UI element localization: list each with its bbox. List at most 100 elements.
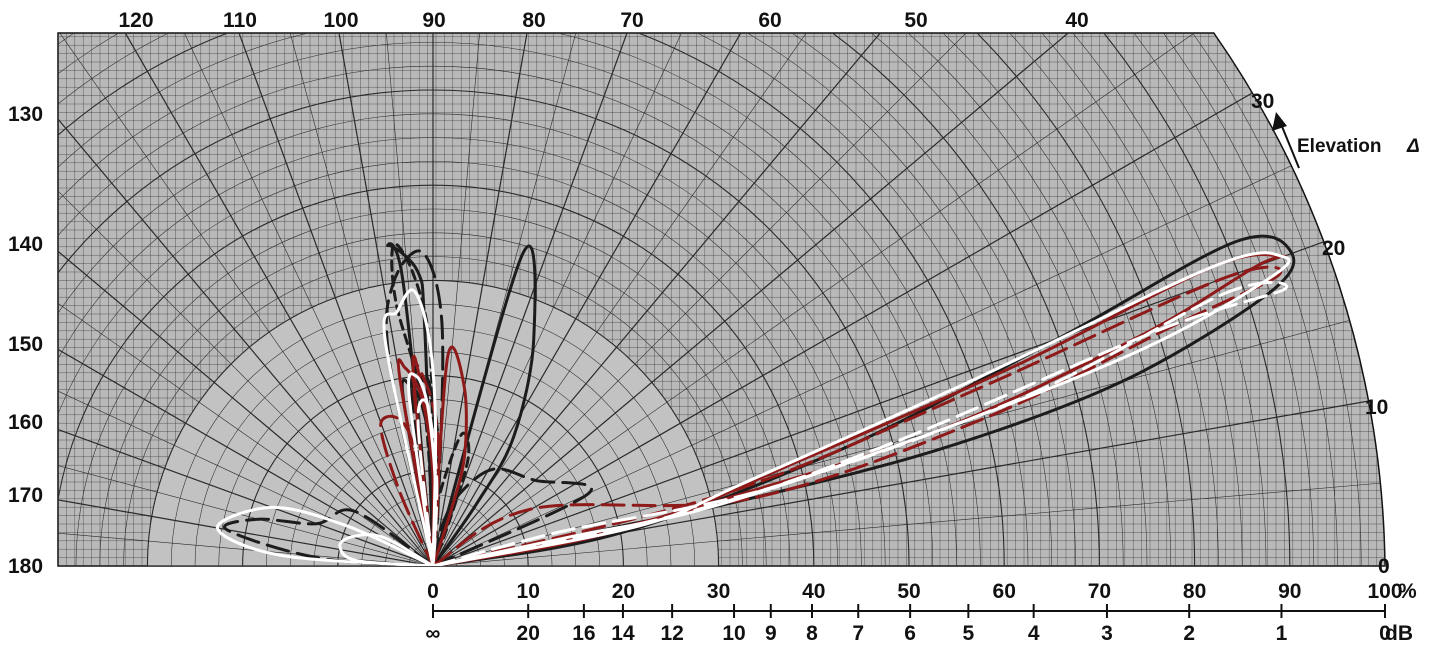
top-tick-label: 110	[223, 9, 257, 32]
grid-spoke	[432, 33, 550, 566]
elevation-arrow-head	[1272, 112, 1287, 131]
elevation-arrow-shaft	[1280, 123, 1300, 169]
top-tick-label: 100	[323, 9, 358, 32]
db-tick-label: 16	[572, 622, 595, 645]
relative-tick-label: 0	[427, 580, 439, 603]
relative-unit: %	[1398, 580, 1417, 603]
grid-spoke	[432, 33, 1385, 566]
grid-spoke	[58, 33, 434, 566]
db-tick-label: 3	[1101, 622, 1113, 645]
grid-ring	[58, 33, 1148, 566]
db-tick-label: 4	[1028, 622, 1040, 645]
grid-spoke	[432, 33, 890, 566]
relative-tick-label: 40	[802, 580, 825, 603]
pattern-lobe	[431, 280, 1288, 566]
pattern-lobe	[382, 288, 438, 566]
grid-ring	[58, 33, 1124, 566]
left-tick-label: 140	[8, 233, 43, 256]
elevation-tick-label: 0	[1378, 555, 1390, 578]
pattern-lobe	[215, 505, 435, 566]
pattern-lobe	[338, 533, 435, 566]
db-tick-label: 7	[852, 622, 864, 645]
relative-tick-label: 70	[1088, 580, 1111, 603]
pattern-lobe	[416, 398, 439, 566]
top-tick-label: 90	[422, 9, 445, 32]
db-scale-ticks	[432, 604, 1386, 618]
top-tick-label: 80	[522, 9, 545, 32]
grid-ring	[58, 33, 1076, 566]
grid-ring	[58, 33, 1338, 566]
db-tick-label: ∞	[426, 622, 441, 645]
left-tick-label: 130	[8, 103, 43, 126]
db-scale: ∞ 20 16 14 12 10 9 8 7 6 5 4 3 2 1 0	[426, 622, 1391, 645]
grid-ring	[58, 33, 1267, 566]
pattern-lobe	[431, 244, 537, 566]
grid-ring	[58, 33, 1172, 566]
grid-spoke	[432, 220, 1385, 566]
relative-tick-label: 90	[1278, 580, 1301, 603]
relative-tick-label: 60	[993, 580, 1016, 603]
db-tick-label: 5	[963, 622, 975, 645]
series-layer	[215, 234, 1296, 566]
grid-spoke	[432, 33, 1100, 566]
grid-spoke	[58, 33, 434, 566]
grid-spoke	[432, 33, 1385, 566]
db-tick-label: 1	[1276, 622, 1288, 645]
grid-spoke	[58, 33, 434, 566]
db-tick-label: 9	[765, 622, 777, 645]
db-unit: dB	[1385, 622, 1413, 645]
top-tick-label: 50	[904, 9, 927, 32]
db-tick-label: 0	[1379, 622, 1391, 645]
grid-spoke	[432, 449, 1385, 566]
db-tick-label: 14	[611, 622, 635, 645]
top-tick-label: 40	[1065, 9, 1088, 32]
relative-tick-label: 20	[612, 580, 635, 603]
grid-spoke	[58, 33, 434, 566]
top-tick-label: 120	[118, 9, 153, 32]
top-azimuth-axis: 120 110 100 90 80 70 60 50 40	[118, 9, 1088, 32]
grid-spoke	[432, 333, 1385, 566]
grid-ring	[58, 33, 1053, 566]
grid-ring	[58, 33, 1243, 566]
grid-ring	[58, 33, 1196, 566]
grid-spoke	[316, 33, 434, 566]
grid-spoke	[432, 33, 1198, 566]
grid-spoke	[58, 33, 434, 566]
grid-ring	[58, 33, 1029, 566]
grid-spoke	[58, 33, 434, 566]
top-tick-label: 60	[758, 9, 781, 32]
left-tick-label: 180	[8, 555, 43, 578]
pattern-lobe	[431, 265, 1283, 566]
left-tick-label: 170	[8, 484, 43, 507]
grid-spoke	[432, 33, 666, 566]
grid-ring	[58, 33, 1362, 566]
grid-spoke	[432, 33, 1376, 566]
db-tick-label: 20	[517, 622, 540, 645]
grid-ring	[58, 33, 1100, 566]
elevation-label: Elevation	[1297, 136, 1381, 157]
pattern-lobe	[431, 467, 593, 566]
grid-spoke	[58, 449, 434, 566]
db-tick-label: 12	[660, 622, 683, 645]
db-tick-label: 6	[904, 622, 916, 645]
elevation-tick-label: 20	[1322, 237, 1345, 260]
elevation-tick-label: 10	[1365, 396, 1388, 419]
series-white-long-dash	[416, 280, 1288, 566]
left-tick-label: 160	[8, 411, 43, 434]
db-tick-label: 10	[722, 622, 745, 645]
grid-spoke	[432, 33, 1291, 566]
grid-ring	[58, 33, 1005, 566]
relative-tick-label: 10	[517, 580, 540, 603]
grid-spoke	[58, 33, 434, 566]
left-tick-label: 150	[8, 333, 43, 356]
relative-tick-label: 80	[1183, 580, 1206, 603]
grid-ring	[58, 33, 1219, 566]
grid-spoke	[58, 333, 434, 566]
relative-tick-label: 50	[897, 580, 920, 603]
grid-spoke	[200, 33, 434, 566]
relative-scale: 0 10 20 30 40 50 60 70 80 90 100	[427, 580, 1402, 603]
relative-tick-label: 30	[707, 580, 730, 603]
grid-spoke	[432, 33, 1385, 566]
left-azimuth-axis: 130 140 150 160 170 180	[8, 103, 43, 578]
